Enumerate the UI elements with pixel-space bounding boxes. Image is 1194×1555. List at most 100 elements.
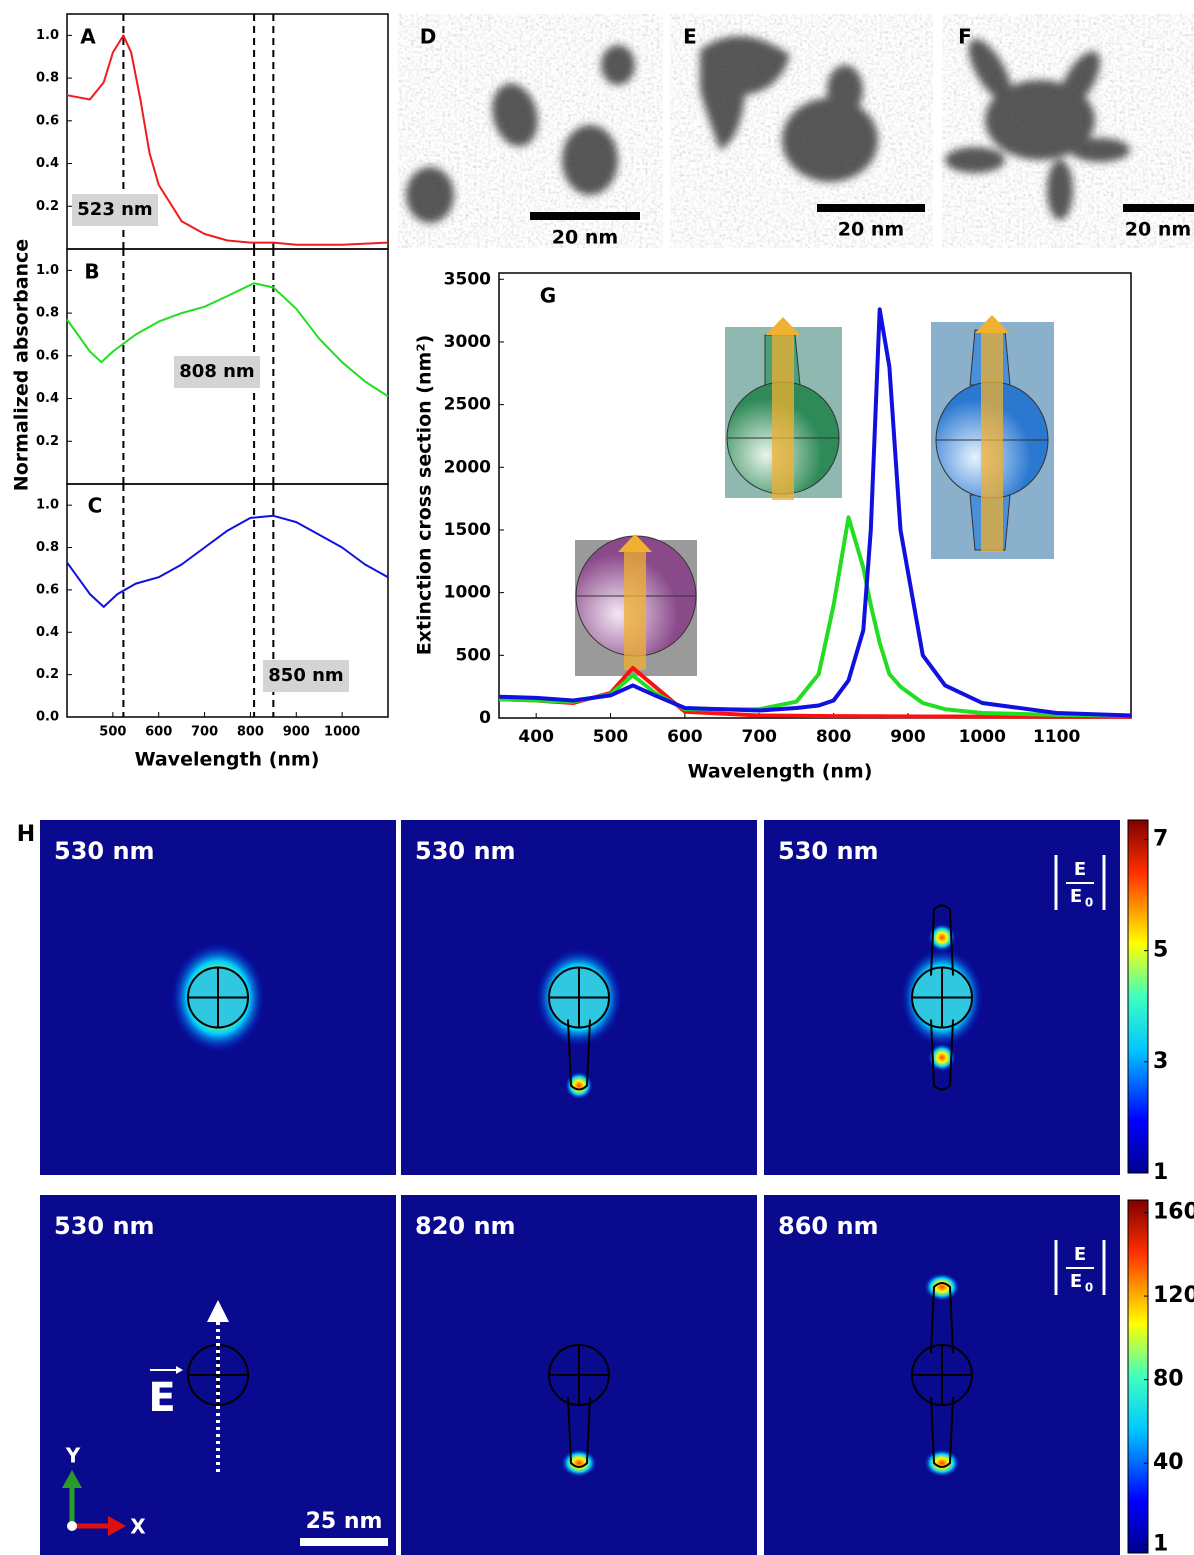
map-wavelength: 530 nm (54, 837, 155, 865)
x-tick-label: 500 (99, 725, 126, 740)
y-tick-label: 0.8 (36, 306, 59, 321)
map-wavelength: 860 nm (778, 1212, 879, 1240)
y-axis-label: Extinction cross section (nm²) (414, 335, 436, 656)
colorbar-tick-label: 40 (1153, 1450, 1184, 1475)
y-tick-label: 3500 (444, 269, 491, 289)
map-wavelength: 820 nm (415, 1212, 516, 1240)
image-label: F (958, 25, 972, 49)
field-hotspot (924, 1273, 960, 1301)
plot-frame (66, 483, 389, 718)
y-tick-label: 0.6 (36, 113, 59, 128)
colorbar-label-subscript: 0 (1085, 896, 1093, 910)
panel-label: G (540, 284, 556, 308)
colorbar-tick-label: 3 (1153, 1049, 1168, 1074)
scale-bar-label: 20 nm (552, 227, 618, 249)
particle-tip (930, 1019, 954, 1091)
vector-head (176, 1366, 183, 1374)
particle-tip (567, 1019, 591, 1091)
y-tick-label: 0.2 (36, 199, 59, 214)
x-tick-label: 500 (593, 727, 629, 747)
colorbar-tick-label: 1 (1153, 1532, 1168, 1555)
polarization-arrow (624, 545, 646, 670)
annotation: 808 nm (179, 361, 254, 382)
x-tick-label: 1000 (959, 727, 1006, 747)
series-line (66, 34, 389, 246)
y-tick-label: 0.6 (36, 348, 59, 363)
panel-label: C (88, 494, 103, 518)
y-tick-label: 1.0 (36, 28, 59, 43)
y-tick-label: 0.6 (36, 582, 59, 597)
y-tick-label: 0.4 (36, 156, 59, 171)
x-tick-label: 900 (890, 727, 926, 747)
plot-frame (498, 272, 1132, 719)
colorbar (1127, 819, 1149, 1174)
colorbar-label-numerator: E (1074, 859, 1086, 880)
y-tick-label: 2500 (444, 395, 491, 415)
polarization-head (207, 1300, 229, 1322)
x-tick-label: 600 (145, 725, 172, 740)
scale-bar-label: 20 nm (1125, 219, 1191, 241)
x-tick-label: 700 (741, 727, 777, 747)
annotation: 523 nm (77, 199, 152, 220)
field-map: 530 nm (764, 820, 1120, 1175)
field-map: 820 nm (401, 1195, 757, 1555)
x-tick-label: 800 (237, 725, 264, 740)
colorbar-label-denominator: E (1070, 1271, 1082, 1292)
image-label: E (683, 25, 697, 49)
x-tick-label: 900 (283, 725, 310, 740)
polarization-arrow (772, 330, 794, 500)
field-symbol: E (148, 1375, 175, 1421)
y-tick-label: 0.4 (36, 391, 59, 406)
map-wavelength: 530 nm (54, 1212, 155, 1240)
series-line (498, 515, 1132, 718)
annotation-box (174, 356, 260, 388)
x-tick-label: 400 (518, 727, 554, 747)
field-hotspot (924, 1449, 960, 1477)
particle-tip (930, 904, 954, 976)
x-tick-label: 800 (816, 727, 852, 747)
tem-images (398, 14, 1194, 248)
field-hotspot (565, 1071, 593, 1100)
colorbar-tick-label: 160 (1153, 1200, 1194, 1225)
y-tick-label: 500 (456, 645, 492, 665)
y-tick-label: 1.0 (36, 498, 59, 513)
field-map: 530 nm (40, 1195, 396, 1555)
y-tick-label: 0 (479, 708, 491, 728)
x-axis-label: Wavelength (nm) (688, 761, 873, 783)
g-insets (575, 315, 1054, 676)
y-tick-label: 0.2 (36, 667, 59, 682)
nanoparticles (406, 36, 1130, 223)
y-axis-label: Normalized absorbance (11, 239, 33, 491)
field-map: 860 nm (764, 1195, 1120, 1555)
colorbar-tick-label: 120 (1153, 1283, 1194, 1308)
series-line (66, 282, 389, 398)
arrow-head (618, 534, 652, 552)
axis-x-label: X (130, 1515, 146, 1539)
particle-tip (567, 1396, 591, 1468)
colorbar-tick-label: 7 (1153, 826, 1168, 851)
field-map: 530 nm (40, 820, 396, 1175)
colorbar-label-subscript: 0 (1085, 1281, 1093, 1295)
y-axis-head (62, 1470, 82, 1488)
panel-label: H (17, 822, 35, 847)
axis-y-label: Y (65, 1444, 81, 1468)
y-tick-label: 1500 (444, 520, 491, 540)
scale-bar-label: 20 nm (838, 219, 904, 241)
field-hotspot (928, 923, 956, 952)
polarization-arrow (981, 327, 1003, 552)
x-axis-head (108, 1516, 126, 1536)
series-line (66, 514, 389, 608)
annotation-box (72, 194, 158, 226)
y-tick-label: 3000 (444, 332, 491, 352)
particle-tip (930, 1396, 954, 1468)
colorbar-tick-label: 5 (1153, 938, 1168, 963)
y-tick-label: 0.0 (36, 710, 59, 725)
y-tick-label: 0.8 (36, 540, 59, 555)
annotation-box (263, 660, 349, 692)
y-tick-label: 0.2 (36, 434, 59, 449)
map-scale-bar (300, 1538, 388, 1546)
colorbar (1127, 1199, 1149, 1554)
series-line (498, 307, 1132, 718)
field-hotspot (561, 1449, 597, 1477)
